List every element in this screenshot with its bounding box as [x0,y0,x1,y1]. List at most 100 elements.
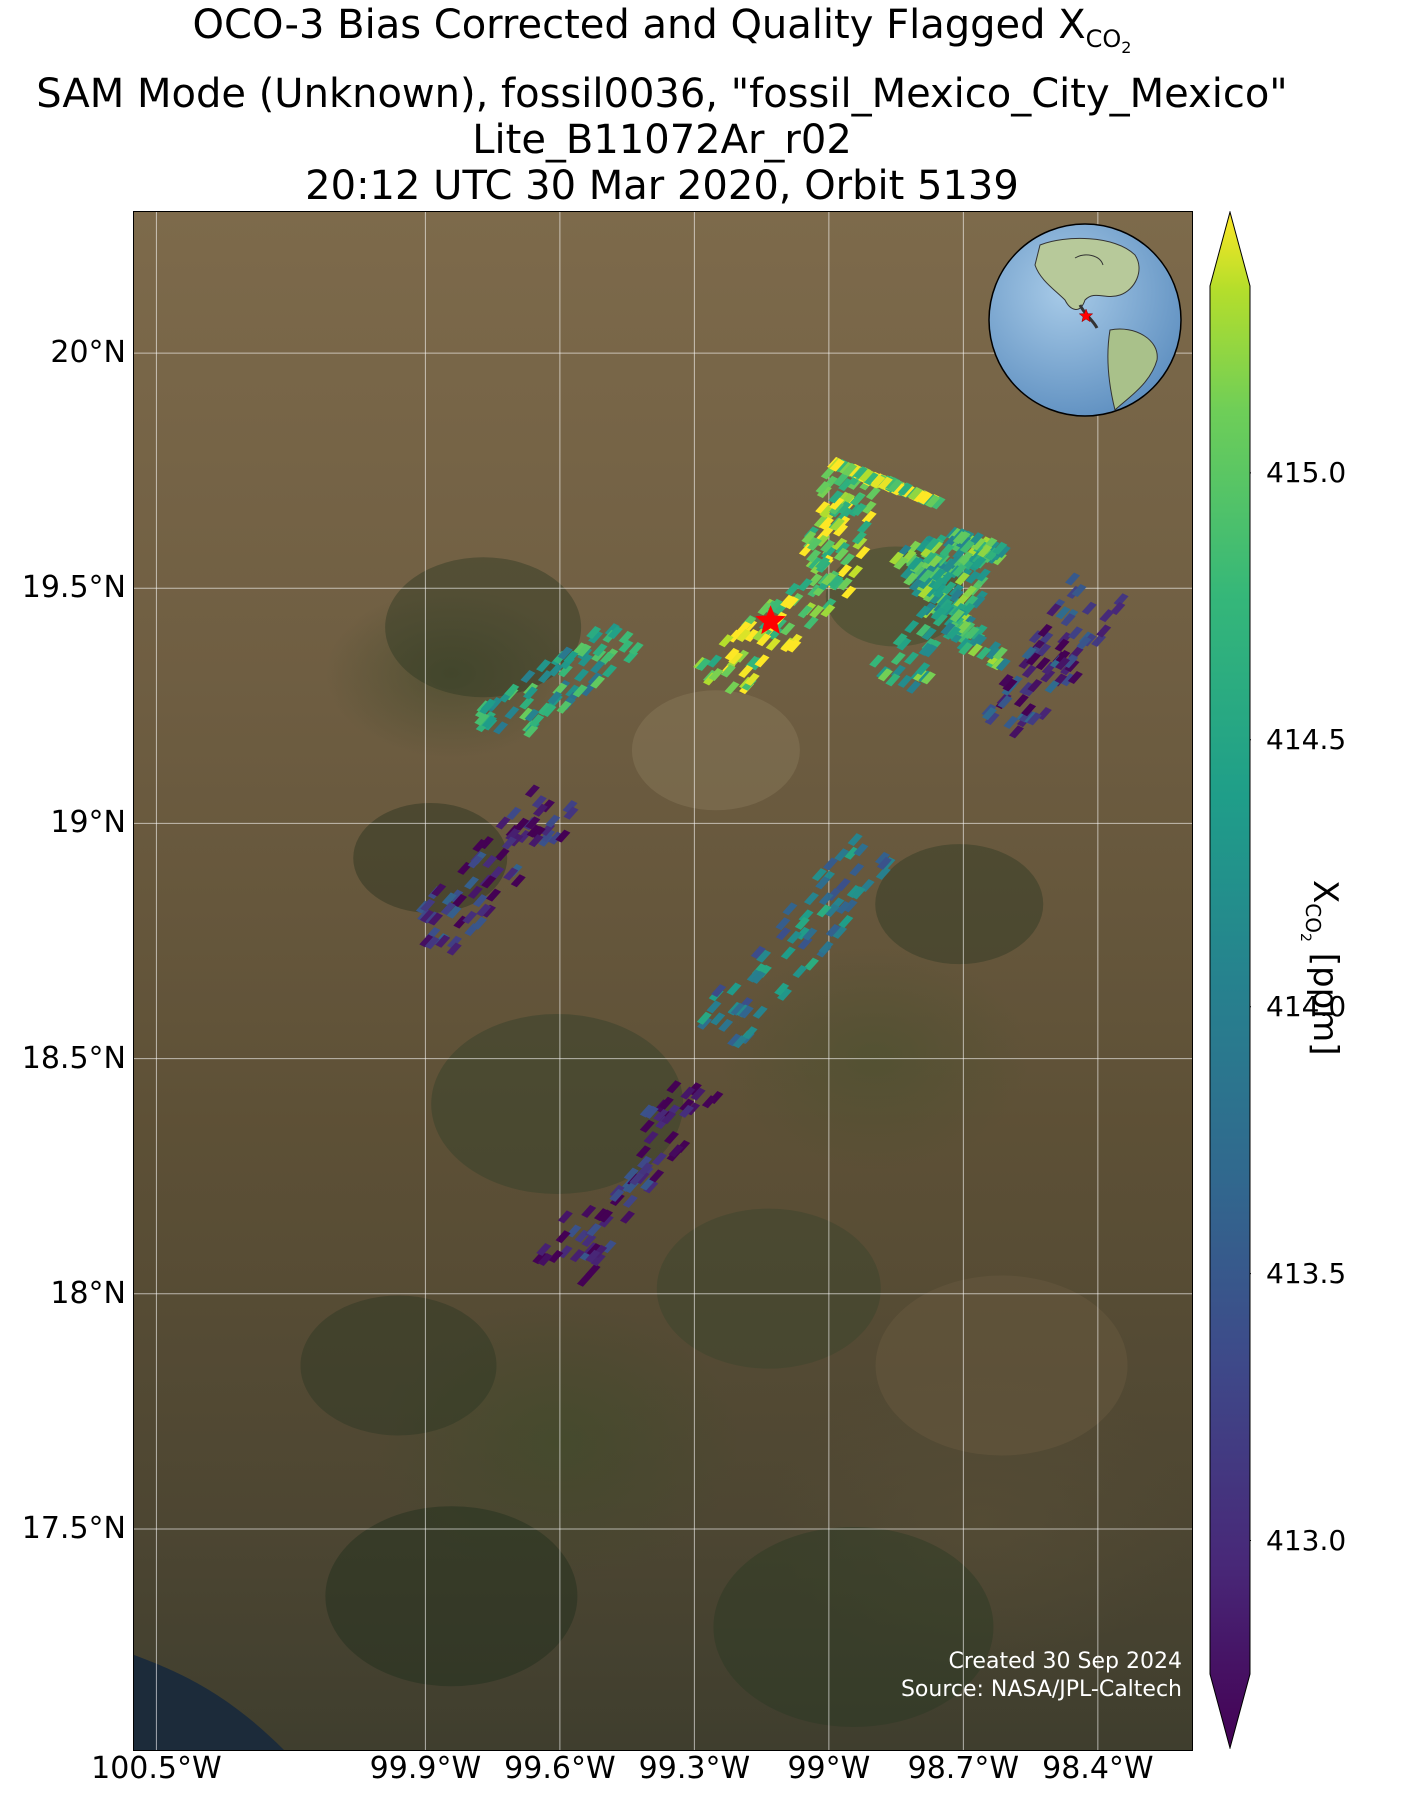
sounding-pixel [838,915,854,929]
sounding-pixel [832,925,848,939]
terrain-feature [300,1295,497,1436]
sounding-pixel [780,946,796,960]
sounding-pixel [780,639,796,653]
sounding-pixel [1040,669,1056,683]
sounding-pixel [736,621,752,635]
sounding-swath [415,784,579,956]
sounding-pixel [566,1224,582,1238]
sounding-pixel [537,670,553,684]
credit-text: Created 30 Sep 2024 Source: NASA/JPL-Cal… [901,1648,1182,1704]
sounding-pixel [949,609,965,623]
sounding-pixel [464,876,480,890]
sounding-pixel [711,984,727,998]
sounding-pixel [446,905,462,919]
globe-target-marker-icon [1078,308,1094,323]
sounding-pixel [1055,650,1071,664]
sounding-pixel [494,847,510,861]
sounding-pixel [1025,652,1041,666]
sounding-pixel [557,646,573,660]
sounding-pixel [952,531,968,545]
sounding-pixel [663,1131,679,1145]
sounding-pixel [803,616,819,630]
sounding-pixel [968,532,984,546]
sounding-pixel [828,575,844,589]
sounding-pixel [893,556,909,570]
sounding-pixel [903,651,919,665]
globe-inset [988,223,1182,417]
sounding-pixel [435,934,451,948]
sounding-pixel [526,824,542,838]
sounding-pixel [890,651,906,665]
south-america-shape [1107,328,1158,411]
sounding-pixel [658,1096,674,1110]
sounding-pixel [555,1230,571,1244]
sounding-pixel [574,1229,590,1243]
sounding-pixel [829,458,845,472]
sounding-pixel [908,577,924,591]
sounding-pixel [985,646,1001,660]
sounding-pixel [581,1204,597,1218]
sounding-pixel [932,613,948,627]
sounding-pixel [820,604,836,618]
sounding-pixel [462,910,478,924]
sounding-pixel [724,681,740,695]
sounding-pixel [953,594,969,608]
sounding-pixel [585,1249,601,1263]
sounding-pixel [598,1209,614,1223]
sounding-pixel [941,559,957,573]
sounding-pixel [794,916,810,930]
sounding-pixel [695,658,711,672]
sounding-pixel [922,551,938,565]
sounding-pixel [892,633,908,647]
sounding-pixel [588,630,604,644]
sounding-pixel [726,982,742,996]
sounding-pixel [995,657,1011,671]
sounding-pixel [945,626,961,640]
sounding-pixel [1002,678,1018,692]
sounding-pixel [970,537,986,551]
sounding-pixel [472,839,488,853]
title-line-2: SAM Mode (Unknown), fossil0036, "fossil_… [36,70,1288,117]
sounding-pixel [842,463,858,477]
sounding-pixel [797,605,813,619]
latitude-tick-label: 20°N [50,335,126,371]
sounding-pixel [563,806,579,820]
sounding-pixel [537,1252,553,1266]
longitude-tick-label: 100.5°W [91,1751,222,1786]
sounding-pixel [835,878,851,892]
figure-title: OCO-3 Bias Corrected and Quality Flagged… [0,2,1324,209]
sounding-pixel [1019,681,1035,695]
sounding-pixel [920,671,936,685]
sounding-pixel [678,1104,694,1118]
sounding-pixel [531,795,547,809]
sounding-pixel [525,816,541,830]
sounding-pixel [865,487,881,501]
longitude-tick-label: 99.6°W [504,1751,616,1786]
sounding-pixel [639,1119,655,1133]
sounding-pixel [1096,624,1112,638]
sounding-pixel [956,637,972,651]
sounding-pixel [956,620,972,634]
sounding-pixel [991,657,1007,671]
sounding-pixel [706,1000,722,1014]
latitude-tick-label: 19.5°N [21,570,126,606]
sounding-pixel [851,503,867,517]
sounding-pixel [639,1104,655,1118]
longitude-tick-label: 99.3°W [638,1751,751,1786]
sounding-pixel [519,707,535,721]
sounding-pixel [815,556,831,570]
sounding-pixel [431,883,447,897]
sounding-pixel [1065,572,1081,586]
terrain-feature [875,844,1044,965]
sounding-pixel [586,1223,602,1237]
sounding-pixel [638,1162,654,1176]
sounding-pixel [506,806,522,820]
sounding-pixel [756,633,772,647]
sounding-pixel [754,654,770,668]
sounding-pixel [925,494,941,508]
sounding-pixel [858,468,874,482]
sounding-pixel [690,1087,706,1101]
terrain-feature [713,1526,994,1727]
sounding-pixel [972,634,988,648]
colorbar-ticks [1250,472,1251,1542]
